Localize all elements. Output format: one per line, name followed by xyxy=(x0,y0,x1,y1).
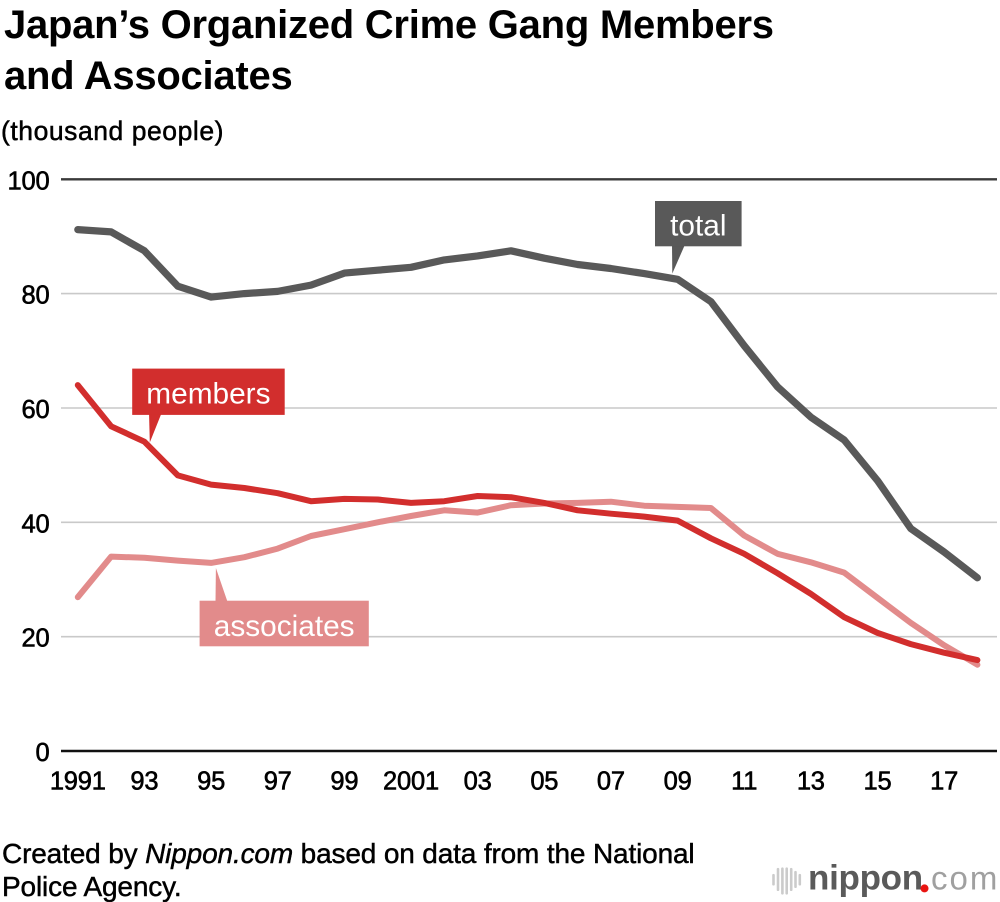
svg-text:0: 0 xyxy=(36,739,50,767)
svg-text:1991: 1991 xyxy=(50,768,106,796)
svg-text:80: 80 xyxy=(22,282,50,310)
svg-text:13: 13 xyxy=(797,768,825,796)
svg-text:95: 95 xyxy=(197,768,225,796)
svg-text:20: 20 xyxy=(22,625,50,653)
svg-text:03: 03 xyxy=(464,768,492,796)
svg-text:93: 93 xyxy=(130,768,158,796)
svg-text:97: 97 xyxy=(264,768,292,796)
svg-text:11: 11 xyxy=(731,768,757,796)
svg-text:nippon: nippon xyxy=(808,859,923,898)
svg-text:60: 60 xyxy=(22,396,50,424)
svg-text:40: 40 xyxy=(22,510,50,538)
svg-text:total: total xyxy=(670,210,726,243)
svg-text:17: 17 xyxy=(930,768,958,796)
svg-text:05: 05 xyxy=(530,768,558,796)
svg-text:2001: 2001 xyxy=(383,768,439,796)
svg-text:com: com xyxy=(931,860,999,897)
svg-text:associates: associates xyxy=(214,610,355,643)
svg-text:09: 09 xyxy=(664,768,692,796)
svg-text:members: members xyxy=(146,378,270,411)
svg-text:100: 100 xyxy=(8,167,50,195)
svg-text:15: 15 xyxy=(864,768,892,796)
svg-text:07: 07 xyxy=(597,768,625,796)
svg-text:99: 99 xyxy=(330,768,358,796)
